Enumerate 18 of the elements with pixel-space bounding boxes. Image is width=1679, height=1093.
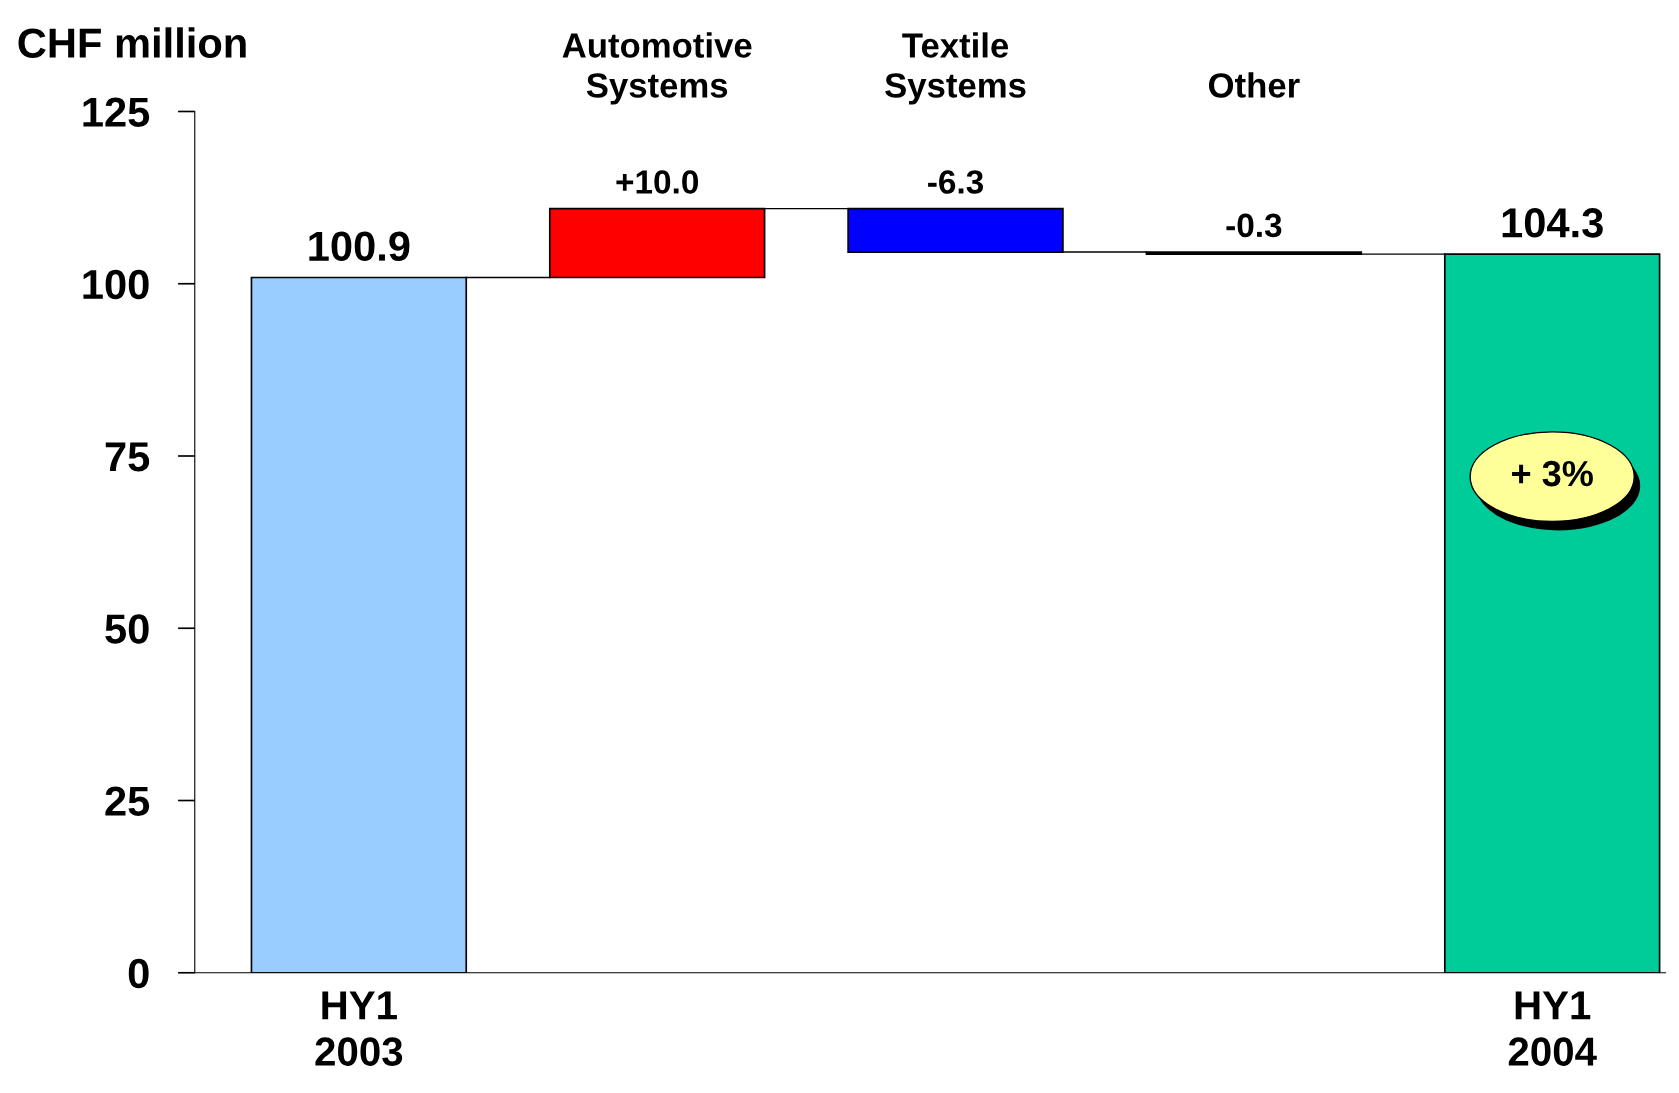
x-tick-label: HY1 2003 xyxy=(315,991,403,1066)
annotation: + 3% xyxy=(1512,460,1593,487)
y-tick-label: 125 xyxy=(83,97,150,127)
data-label: 100.9 xyxy=(309,231,410,262)
y-tick-label: 75 xyxy=(105,442,150,472)
y-tick-label: 100 xyxy=(83,269,149,300)
x-tick-label: Other xyxy=(1208,72,1300,98)
data-label: -6.3 xyxy=(928,170,984,194)
x-tick-label: Textile Systems xyxy=(885,32,1026,105)
data-label: 104.3 xyxy=(1502,208,1603,238)
x-tick-label: HY1 2004 xyxy=(1508,991,1597,1066)
data-label: -0.3 xyxy=(1226,213,1282,238)
data-label: +10.0 xyxy=(616,170,698,194)
y-tick-label: 50 xyxy=(105,614,149,644)
y-tick-label: 25 xyxy=(105,786,150,817)
y-axis-title: CHF million xyxy=(18,27,246,58)
y-tick-label: 0 xyxy=(128,958,149,989)
x-tick-label: Automotive Systems xyxy=(562,32,752,105)
